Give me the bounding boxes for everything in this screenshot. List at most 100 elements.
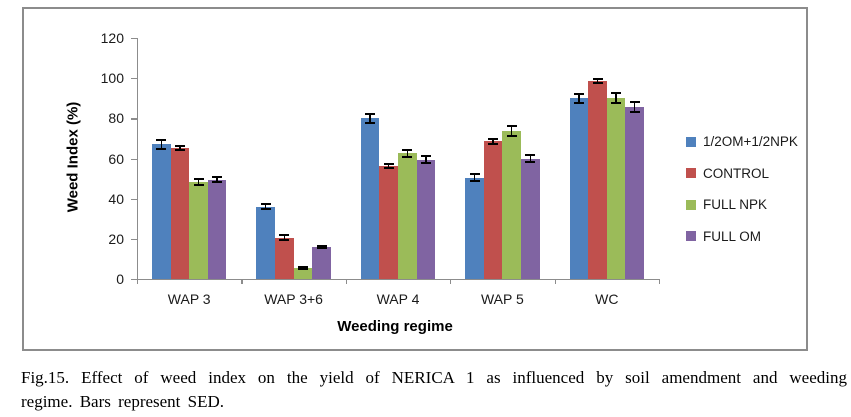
- error-bar-cap-top: [573, 92, 584, 95]
- y-tick-label: 120: [100, 30, 124, 46]
- bar-fullnpk-wap5: [502, 131, 521, 279]
- y-tick: [131, 238, 137, 241]
- error-bar-cap-bottom: [469, 179, 480, 182]
- bar-fullnpk-wap36: [293, 267, 313, 279]
- figure-caption-line1: Fig.15. Effect of weed index on the yiel…: [21, 368, 847, 387]
- y-tick-label: 20: [108, 230, 124, 247]
- bar-fullom-wap3: [207, 179, 227, 279]
- legend-label: FULL NPK: [703, 197, 768, 213]
- error-bar-cap-top: [629, 101, 640, 104]
- bar-12om12npk-wap4: [360, 118, 380, 279]
- legend-item-control: CONTROL: [686, 158, 798, 190]
- legend-label: 1/2OM+1/2NPK: [703, 134, 798, 150]
- bar-fullom-wc: [625, 107, 644, 279]
- error-bar-cap-bottom: [506, 135, 517, 138]
- error-bar-line: [633, 102, 636, 113]
- bar-fullom-wap36: [312, 246, 331, 279]
- error-bar-cap-top: [525, 154, 536, 157]
- figure-caption: Fig.15. Effect of weed index on the yiel…: [21, 366, 847, 413]
- y-tick-label: 40: [108, 190, 124, 207]
- y-tick: [131, 38, 137, 40]
- error-bar-line: [160, 140, 163, 149]
- bar-fullnpk-wap4: [398, 153, 417, 279]
- error-bar-cap-bottom: [365, 121, 376, 124]
- error-bar-line: [425, 156, 427, 163]
- error-bar-cap-top: [469, 173, 480, 176]
- bar-12om12npk-wap5: [465, 177, 484, 279]
- chart-frame: Weed Index (%) Weeding regime 0 20 40 60 80 1…: [22, 7, 808, 351]
- bar-fullom-wap5: [521, 158, 540, 279]
- legend-swatch-icon: [686, 199, 696, 210]
- error-bar-line: [615, 93, 617, 104]
- error-bar-line: [302, 266, 304, 270]
- error-bar-line: [369, 113, 371, 123]
- bar-control-wap4: [379, 165, 398, 279]
- bar-control-wap5: [483, 141, 503, 279]
- y-tick-label: 80: [108, 110, 124, 127]
- y-axis-line: [137, 38, 139, 280]
- x-category-label: WAP 5: [480, 291, 524, 307]
- error-bar-line: [510, 126, 513, 137]
- legend-item-fullom: FULL OM: [686, 221, 798, 253]
- error-bar-cap-top: [506, 125, 517, 128]
- y-tick-label: 100: [100, 70, 124, 87]
- error-bar-cap-bottom: [174, 149, 185, 152]
- legend-swatch-icon: [686, 231, 696, 242]
- legend-swatch-icon: [686, 136, 696, 147]
- error-bar-line: [473, 174, 476, 181]
- error-bar-cap-bottom: [279, 239, 290, 242]
- error-bar-cap-bottom: [260, 208, 271, 211]
- plot-area: 0 20 40 60 80 100 120 WAP 3 WAP 3+6 WAP 4 WAP 5 WC: [101, 30, 661, 307]
- error-bar-line: [197, 178, 200, 185]
- error-bar-cap-bottom: [316, 247, 327, 250]
- legend-item-fullnpk: FULL NPK: [686, 189, 798, 221]
- bar-control-wap36: [275, 237, 294, 279]
- error-bar-line: [387, 163, 390, 168]
- bar-12om12npk-wc: [569, 98, 589, 279]
- error-bar-line: [320, 245, 323, 249]
- bar-12om12npk-wap3: [152, 144, 171, 279]
- error-bar-cap-bottom: [488, 142, 499, 145]
- error-bar-cap-top: [402, 148, 413, 151]
- error-bar-line: [529, 155, 532, 162]
- y-tick-label: 60: [108, 150, 124, 167]
- x-tick: [554, 279, 556, 284]
- error-bar-cap-top: [383, 162, 394, 165]
- legend-label: FULL OM: [703, 228, 762, 244]
- error-bar-cap-top: [488, 138, 499, 141]
- y-tick: [131, 118, 137, 120]
- error-bar-cap-bottom: [573, 101, 584, 104]
- error-bar-cap-bottom: [611, 102, 622, 105]
- error-bar-cap-bottom: [402, 156, 413, 159]
- x-category-label: WAP 3+6: [264, 291, 323, 307]
- bar-fullom-wap4: [416, 159, 436, 279]
- x-category-label: WAP 4: [376, 291, 420, 307]
- error-bar-cap-top: [297, 265, 308, 268]
- error-bar-line: [596, 79, 599, 84]
- bar-control-wc: [588, 81, 607, 279]
- x-tick: [137, 279, 139, 284]
- figure-caption-line2: regime. Bars represent SED.: [21, 391, 225, 411]
- bar-fullnpk-wc: [606, 98, 626, 279]
- legend-item-12om12npk: 1/2OM+1/2NPK: [686, 126, 798, 158]
- x-tick: [241, 279, 243, 284]
- error-bar-line: [406, 149, 409, 158]
- error-bar-line: [179, 146, 181, 151]
- y-tick: [131, 198, 137, 200]
- error-bar-cap-top: [174, 145, 185, 148]
- error-bar-line: [216, 177, 218, 182]
- x-category-label: WC: [595, 291, 619, 307]
- error-bar-cap-top: [193, 177, 204, 180]
- error-bar-line: [264, 204, 267, 210]
- error-bar-cap-top: [156, 139, 167, 142]
- x-tick: [345, 279, 348, 284]
- x-tick: [450, 279, 452, 284]
- y-tick: [131, 158, 137, 160]
- y-tick: [131, 279, 137, 281]
- error-bar-cap-top: [316, 244, 327, 247]
- y-axis-title: Weed Index (%): [64, 101, 82, 213]
- y-tick-label: 0: [116, 271, 124, 287]
- error-bar-cap-top: [611, 92, 622, 95]
- error-bar-cap-top: [260, 203, 271, 206]
- bar-12om12npk-wap36: [256, 206, 275, 279]
